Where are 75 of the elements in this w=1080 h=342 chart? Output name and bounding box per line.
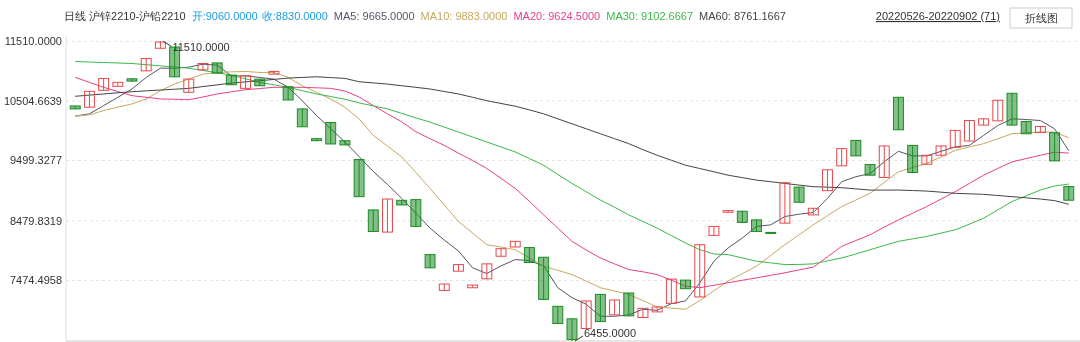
candlestick: [836, 148, 848, 167]
y-tick-label: 7474.4958: [10, 274, 62, 287]
candlestick: [83, 90, 95, 108]
text: MA20: 9624.5000: [513, 10, 601, 22]
text: MA60: 8761.1667: [699, 10, 786, 22]
candlestick: [197, 63, 209, 71]
candlestick: [822, 169, 833, 192]
y-tick-label: 11510.0000: [4, 35, 62, 48]
candlestick: [850, 139, 862, 157]
candlestick: [325, 121, 337, 145]
text: MA5: 9665.0000: [333, 10, 415, 22]
y-tick-label: 10504.6639: [3, 94, 62, 107]
candlestick: [183, 78, 195, 93]
candlestick: [126, 78, 138, 82]
candlestick: [367, 209, 379, 232]
candlestick: [353, 159, 365, 198]
candlestick: [538, 256, 550, 300]
candlestick: [69, 105, 81, 110]
candlestick: [1063, 186, 1075, 201]
candlestick: [98, 77, 110, 91]
candlestick: [680, 279, 692, 290]
candlestick: [410, 199, 422, 227]
annotation: 11510.0000: [172, 41, 230, 54]
candlestick: [339, 140, 351, 146]
text: 开:9060.0000: [191, 10, 258, 22]
candlestick: [254, 78, 266, 87]
candlestick: [892, 96, 904, 131]
text: MA30: 9102.6667: [606, 10, 694, 22]
candlestick: [140, 58, 152, 72]
candlestick: [1020, 121, 1032, 135]
line-series: [74, 60, 1070, 266]
candlestick: [1049, 132, 1061, 162]
candlestick: [396, 199, 408, 206]
candlestick: [694, 244, 706, 298]
candlestick: [907, 144, 919, 173]
candlestick: [523, 247, 535, 263]
candlestick: [722, 210, 734, 213]
candlestick: [665, 278, 677, 304]
candlestick: [566, 318, 578, 342]
candlestick: [765, 231, 777, 234]
candlestick: [878, 145, 890, 178]
candlestick: [623, 292, 635, 317]
candlestick: [282, 86, 294, 101]
candlestick: [751, 219, 762, 232]
candlestick: [949, 129, 961, 148]
candlestick: [594, 293, 606, 323]
candlestick: [240, 75, 252, 89]
line-series: [74, 76, 1070, 205]
chart-title: 日线 沪锌2210-沪铅2210: [64, 10, 186, 22]
candlestick: [708, 225, 720, 236]
candlestick: [963, 120, 975, 142]
text: MA10: 9883.0000: [420, 10, 508, 22]
candlestick: [296, 108, 308, 128]
candlestick: [495, 248, 507, 257]
candlestick: [311, 138, 322, 142]
annotation: 6455.0000: [584, 327, 636, 339]
candlestick: [382, 198, 393, 233]
candlestick: [552, 305, 564, 325]
candlestick: [225, 74, 237, 86]
text: 收:8830.0000: [261, 10, 328, 22]
text: 折线图: [1024, 12, 1058, 24]
candlestick: [864, 164, 876, 176]
candlestick: [779, 182, 791, 224]
candlestick: [580, 300, 592, 329]
candlestick: [793, 186, 805, 203]
y-tick-label: 8479.8319: [10, 214, 62, 227]
candlestick: [1006, 92, 1018, 126]
text: 20220526-20220902 (71): [875, 10, 1000, 22]
candlestick: [637, 307, 649, 319]
candlestick: [424, 254, 436, 269]
candlestick: [736, 210, 748, 223]
candlestick: [992, 99, 1004, 122]
y-tick-label: 9499.3277: [10, 154, 62, 167]
candlestick: [211, 62, 223, 74]
candlestick: [935, 145, 947, 156]
